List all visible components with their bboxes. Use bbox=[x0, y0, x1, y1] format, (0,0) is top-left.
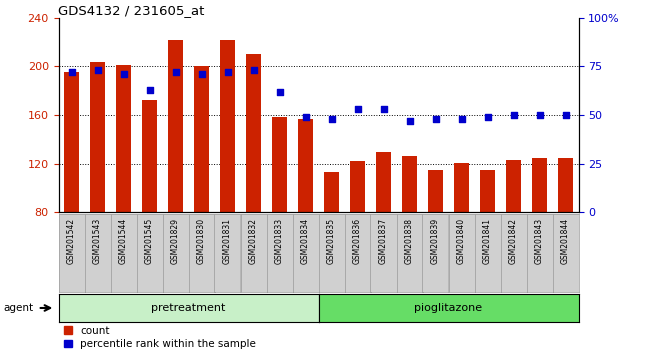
Text: GSM201837: GSM201837 bbox=[379, 218, 388, 264]
Bar bbox=[272, 118, 287, 212]
Point bbox=[404, 118, 415, 124]
Bar bbox=[246, 54, 261, 212]
Text: GSM201843: GSM201843 bbox=[535, 218, 544, 264]
Point bbox=[482, 114, 493, 120]
Bar bbox=[558, 158, 573, 212]
Text: pretreatment: pretreatment bbox=[151, 303, 226, 313]
Point bbox=[92, 67, 103, 73]
Text: GSM201844: GSM201844 bbox=[561, 218, 570, 264]
Bar bbox=[506, 160, 521, 212]
Bar bbox=[142, 101, 157, 212]
Text: GSM201839: GSM201839 bbox=[431, 218, 440, 264]
Point bbox=[378, 106, 389, 112]
Text: GSM201836: GSM201836 bbox=[353, 218, 362, 264]
Point bbox=[300, 114, 311, 120]
Bar bbox=[350, 161, 365, 212]
Text: GSM201835: GSM201835 bbox=[327, 218, 336, 264]
Point bbox=[222, 69, 233, 75]
Bar bbox=[116, 65, 131, 212]
Point bbox=[326, 116, 337, 122]
Point bbox=[274, 89, 285, 95]
Text: GSM201840: GSM201840 bbox=[457, 218, 466, 264]
Bar bbox=[90, 62, 105, 212]
Bar bbox=[402, 156, 417, 212]
Point bbox=[66, 69, 77, 75]
Bar bbox=[324, 172, 339, 212]
Point bbox=[144, 87, 155, 92]
Text: GSM201841: GSM201841 bbox=[483, 218, 492, 264]
Legend: count, percentile rank within the sample: count, percentile rank within the sample bbox=[64, 326, 256, 349]
Text: GSM201838: GSM201838 bbox=[405, 218, 414, 264]
Text: pioglitazone: pioglitazone bbox=[415, 303, 482, 313]
Bar bbox=[220, 40, 235, 212]
Text: GSM201842: GSM201842 bbox=[509, 218, 518, 264]
Text: GSM201831: GSM201831 bbox=[223, 218, 232, 264]
Text: GSM201833: GSM201833 bbox=[275, 218, 284, 264]
Point bbox=[352, 106, 363, 112]
Text: GDS4132 / 231605_at: GDS4132 / 231605_at bbox=[58, 4, 205, 17]
Text: GSM201832: GSM201832 bbox=[249, 218, 258, 264]
Bar bbox=[532, 158, 547, 212]
Bar bbox=[194, 67, 209, 212]
Point bbox=[430, 116, 441, 122]
Text: GSM201545: GSM201545 bbox=[145, 218, 154, 264]
Bar bbox=[168, 40, 183, 212]
Text: GSM201829: GSM201829 bbox=[171, 218, 180, 264]
Bar bbox=[298, 119, 313, 212]
Point bbox=[118, 72, 129, 77]
Point bbox=[508, 112, 519, 118]
Bar bbox=[480, 170, 495, 212]
Bar bbox=[376, 152, 391, 212]
Bar bbox=[64, 73, 79, 212]
Bar bbox=[454, 162, 469, 212]
Point bbox=[170, 69, 181, 75]
Point bbox=[560, 112, 571, 118]
Point bbox=[196, 72, 207, 77]
Text: GSM201542: GSM201542 bbox=[67, 218, 76, 264]
Point bbox=[248, 67, 259, 73]
Text: GSM201834: GSM201834 bbox=[301, 218, 310, 264]
Text: GSM201544: GSM201544 bbox=[119, 218, 128, 264]
Point bbox=[456, 116, 467, 122]
Text: agent: agent bbox=[3, 303, 33, 313]
Text: GSM201543: GSM201543 bbox=[93, 218, 102, 264]
Point bbox=[534, 112, 545, 118]
Text: GSM201830: GSM201830 bbox=[197, 218, 206, 264]
Bar bbox=[428, 170, 443, 212]
